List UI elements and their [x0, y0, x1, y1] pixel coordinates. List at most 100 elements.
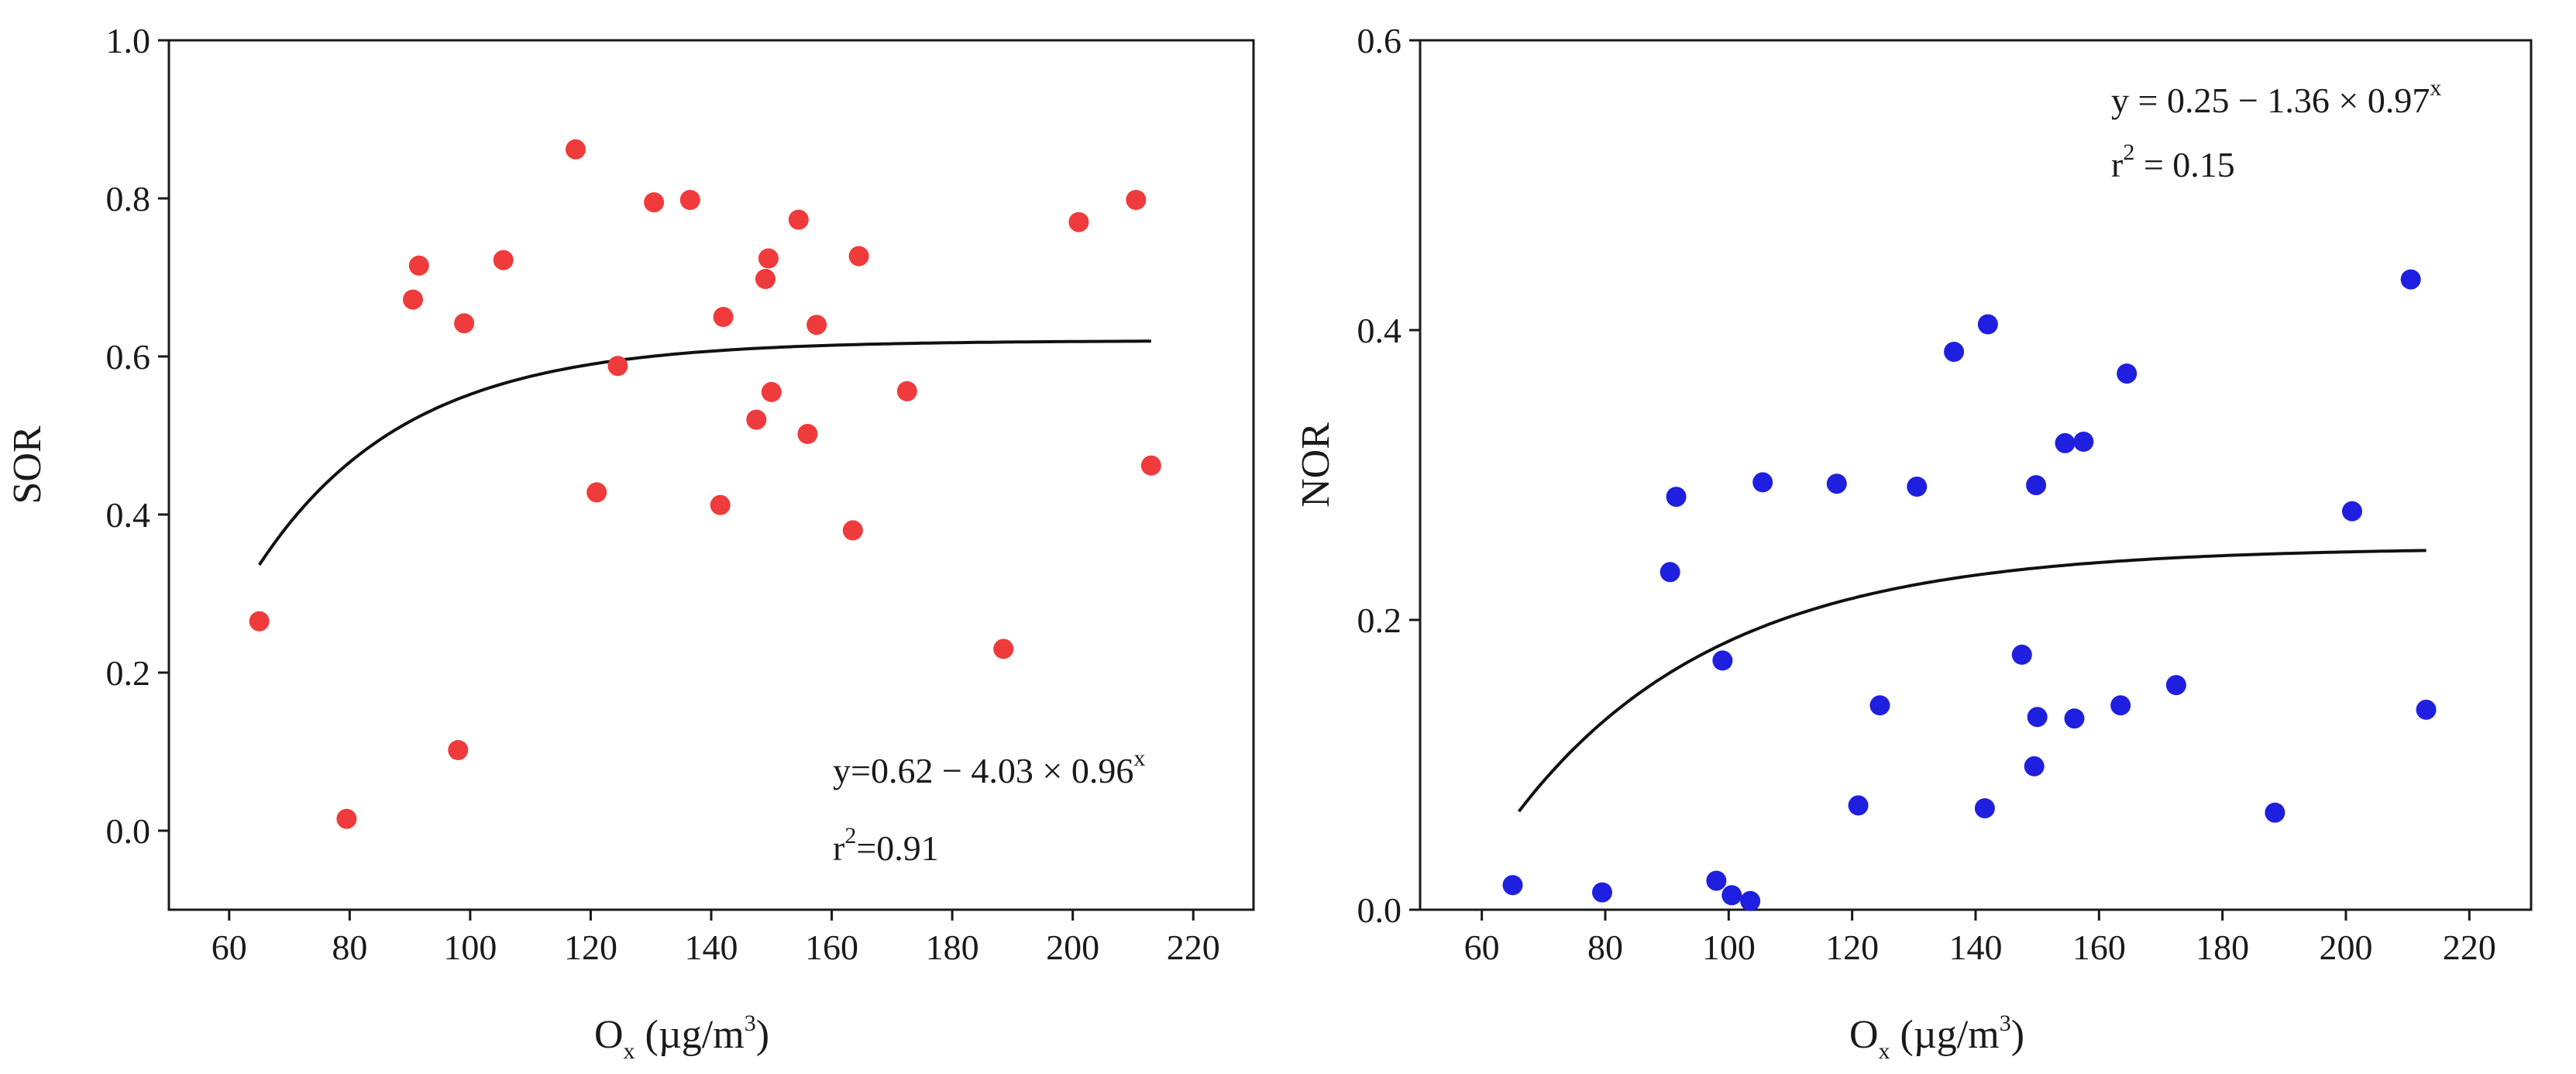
- sor-y-tick-label: 0.2: [106, 653, 151, 693]
- nor-fit-curve: [1517, 549, 2426, 813]
- sor-data-point: [1068, 212, 1089, 232]
- nor-data-point: [1502, 875, 1523, 896]
- sor-x-tick-label: 120: [564, 928, 617, 967]
- sor-fit-equation: y=0.62 − 4.03 × 0.96x: [833, 745, 1145, 790]
- sor-data-point: [1140, 455, 1161, 476]
- sor-data-point: [807, 315, 827, 336]
- sor-data-point: [403, 289, 423, 310]
- sor-x-tick-label: 200: [1046, 928, 1099, 967]
- sor-data-point: [454, 313, 475, 334]
- sor-data-point: [788, 209, 809, 230]
- nor-data-point: [1712, 650, 1733, 671]
- sor-x-axis-label: Ox (µg/m3): [594, 1010, 769, 1064]
- sor-y-axis-label: SOR: [5, 425, 50, 504]
- sor-data-point: [755, 269, 776, 289]
- nor-data-point: [1659, 562, 1680, 583]
- nor-data-point: [2110, 695, 2131, 716]
- nor-x-tick-label: 100: [1702, 928, 1756, 967]
- sor-data-point: [842, 520, 863, 541]
- nor-data-point: [1977, 314, 1998, 335]
- sor-x-tick-label: 100: [443, 928, 497, 967]
- nor-data-point: [2011, 644, 2032, 665]
- nor-data-point: [2024, 756, 2045, 776]
- nor-y-tick-label: 0.6: [1357, 21, 1402, 60]
- nor-x-axis-label: Ox (µg/m3): [1849, 1010, 2024, 1064]
- sor-x-tick-label: 60: [212, 928, 247, 967]
- sor-r-squared: r2=0.91: [833, 823, 939, 868]
- sor-data-point: [993, 639, 1014, 659]
- nor-x-tick-label: 200: [2320, 928, 2373, 967]
- sor-x-tick-label: 180: [926, 928, 979, 967]
- sor-data-point: [758, 248, 779, 269]
- sor-x-tick-label: 220: [1167, 928, 1220, 967]
- nor-data-point: [2064, 708, 2085, 729]
- sor-y-tick-label: 1.0: [106, 21, 151, 60]
- nor-x-tick-label: 220: [2443, 928, 2496, 967]
- nor-r-squared: r2 = 0.15: [2111, 139, 2235, 184]
- nor-data-point: [2416, 699, 2437, 720]
- nor-x-tick-label: 120: [1825, 928, 1879, 967]
- sor-panel: 60 80 100 120 140 160 180 200 220 0.0 0.2 0.4 0.6 0.8…: [5, 21, 1255, 1064]
- sor-data-point: [679, 190, 700, 210]
- sor-fit-curve: [258, 339, 1151, 566]
- sor-data-point: [1126, 190, 1147, 210]
- nor-panel: 60 80 100 120 140 160 180 200 220 0.0 0.2 0.4 0.6 NO…: [1294, 21, 2533, 1064]
- sor-data-point: [896, 380, 917, 401]
- nor-data-point: [1974, 798, 1995, 819]
- nor-data-point: [1869, 695, 1890, 716]
- nor-data-point: [2265, 802, 2285, 823]
- nor-y-tick-label: 0.4: [1357, 311, 1402, 350]
- nor-ticks: 60 80 100 120 140 160 180 200 220 0.0 0.2 0.4 0.6: [1357, 21, 2496, 967]
- sor-data-point: [586, 482, 607, 503]
- nor-y-tick-label: 0.0: [1357, 890, 1402, 930]
- nor-data-point: [1721, 885, 1742, 906]
- nor-data-point: [1944, 342, 1965, 362]
- sor-data-point: [713, 307, 734, 327]
- sor-data-point: [249, 611, 270, 632]
- nor-data-point: [1706, 870, 1727, 891]
- nor-data-point: [1826, 473, 1847, 494]
- nor-x-tick-label: 180: [2196, 928, 2249, 967]
- sor-y-tick-label: 0.8: [106, 179, 151, 219]
- sor-y-tick-label: 0.6: [106, 337, 151, 377]
- nor-x-tick-label: 80: [1587, 928, 1623, 967]
- nor-data-point: [1752, 472, 1773, 493]
- sor-y-tick-label: 0.0: [106, 811, 151, 851]
- sor-x-tick-label: 140: [685, 928, 738, 967]
- nor-fit-equation: y = 0.25 − 1.36 × 0.97x: [2111, 75, 2441, 120]
- sor-data-point: [607, 356, 628, 377]
- sor-data-point: [710, 494, 731, 515]
- nor-y-axis-label: NOR: [1294, 422, 1338, 508]
- sor-data-point: [336, 808, 357, 829]
- nor-x-tick-label: 60: [1464, 928, 1500, 967]
- nor-data-point: [2027, 707, 2048, 728]
- nor-data-point: [2165, 675, 2186, 696]
- sor-y-tick-label: 0.4: [106, 495, 151, 535]
- sor-x-tick-label: 80: [332, 928, 367, 967]
- nor-data-point: [2055, 432, 2076, 453]
- nor-data-point: [2026, 475, 2047, 496]
- nor-data-point: [1666, 487, 1687, 508]
- sor-data-point: [493, 250, 514, 270]
- nor-data-point: [1592, 882, 1612, 903]
- nor-data-point: [2342, 501, 2362, 522]
- sor-data-point: [797, 424, 818, 444]
- nor-data-point: [2400, 269, 2421, 290]
- nor-y-tick-label: 0.2: [1357, 601, 1402, 640]
- nor-data-point: [1907, 477, 1928, 497]
- nor-plot-frame: [1419, 39, 2533, 911]
- nor-data-point: [1740, 890, 1761, 911]
- sor-ticks: 60 80 100 120 140 160 180 200 220 0.0 0.2 0.4 0.6 0.8…: [106, 21, 1220, 967]
- sor-points: [249, 139, 1161, 829]
- sor-data-point: [761, 381, 782, 402]
- sor-data-point: [848, 246, 869, 267]
- nor-x-tick-label: 140: [1949, 928, 2003, 967]
- nor-data-point: [2117, 363, 2137, 384]
- sor-data-point: [746, 409, 767, 430]
- nor-data-point: [1848, 795, 1869, 816]
- sor-data-point: [644, 192, 665, 213]
- sor-data-point: [566, 139, 586, 160]
- nor-points: [1502, 269, 2437, 911]
- nor-x-tick-label: 160: [2072, 928, 2126, 967]
